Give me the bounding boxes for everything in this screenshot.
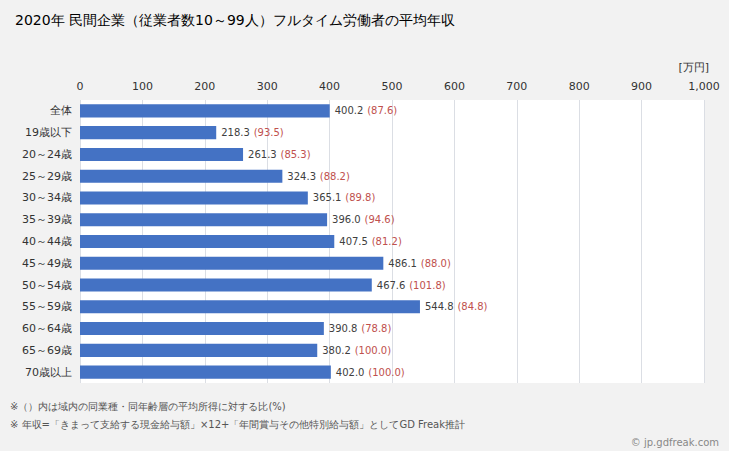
svg-text:60～64歳: 60～64歳 [22,322,72,335]
svg-text:400.2: 400.2 [335,105,364,116]
svg-text:2020年 民間企業（従業者数10～99人）フルタイム労働者: 2020年 民間企業（従業者数10～99人）フルタイム労働者の平均年収 [15,12,455,28]
svg-text:19歳以下: 19歳以下 [25,126,72,139]
svg-text:600: 600 [444,80,465,93]
svg-text:900: 900 [631,80,652,93]
svg-text:(94.6): (94.6) [365,214,395,225]
svg-text:(84.8): (84.8) [457,301,487,312]
svg-text:1,000: 1,000 [688,80,720,93]
svg-text:(101.8): (101.8) [409,280,446,291]
svg-text:365.1: 365.1 [313,192,342,203]
svg-text:50～54歳: 50～54歳 [22,279,72,292]
svg-text:500: 500 [382,80,403,93]
svg-text:(100.0): (100.0) [368,367,405,378]
svg-text:35～39歳: 35～39歳 [22,213,72,226]
svg-text:407.5: 407.5 [339,236,368,247]
svg-text:65～69歳: 65～69歳 [22,344,72,357]
svg-text:25～29歳: 25～29歳 [22,170,72,183]
svg-text:© jp.gdfreak.com: © jp.gdfreak.com [631,437,719,448]
svg-text:(81.2): (81.2) [372,236,402,247]
svg-text:380.2: 380.2 [322,345,351,356]
svg-text:324.3: 324.3 [287,171,316,182]
svg-text:※ 年収=「きまって支給する現金給与額」×12+「年間賞与そ: ※ 年収=「きまって支給する現金給与額」×12+「年間賞与その他特別給与額」とし… [10,419,465,430]
svg-text:100: 100 [132,80,153,93]
svg-text:(88.0): (88.0) [421,258,451,269]
svg-text:261.3: 261.3 [248,149,277,160]
svg-text:544.8: 544.8 [425,301,454,312]
svg-text:400: 400 [319,80,340,93]
svg-text:396.0: 396.0 [332,214,361,225]
svg-text:40～44歳: 40～44歳 [22,235,72,248]
svg-text:(78.8): (78.8) [361,323,391,334]
svg-text:218.3: 218.3 [221,127,250,138]
svg-text:(88.2): (88.2) [320,171,350,182]
svg-text:0: 0 [77,80,84,93]
svg-text:70歳以上: 70歳以上 [25,366,72,379]
svg-text:200: 200 [194,80,215,93]
svg-text:800: 800 [569,80,590,93]
svg-text:486.1: 486.1 [388,258,417,269]
svg-text:[万円]: [万円] [678,61,709,74]
svg-text:※（）内は域内の同業種・同年齢層の平均所得に対する比(%): ※（）内は域内の同業種・同年齢層の平均所得に対する比(%) [10,401,286,412]
svg-text:700: 700 [506,80,527,93]
svg-text:全体: 全体 [50,104,72,117]
svg-text:(89.8): (89.8) [345,192,375,203]
svg-text:30～34歳: 30～34歳 [22,191,72,204]
svg-text:55～59歳: 55～59歳 [22,300,72,313]
svg-text:467.6: 467.6 [377,280,406,291]
svg-text:(100.0): (100.0) [355,345,392,356]
svg-text:45～49歳: 45～49歳 [22,257,72,270]
svg-text:(93.5): (93.5) [254,127,284,138]
svg-text:(87.6): (87.6) [367,105,397,116]
svg-text:390.8: 390.8 [329,323,358,334]
svg-text:20～24歳: 20～24歳 [22,148,72,161]
svg-text:(85.3): (85.3) [280,149,310,160]
svg-text:402.0: 402.0 [336,367,365,378]
svg-text:300: 300 [257,80,278,93]
